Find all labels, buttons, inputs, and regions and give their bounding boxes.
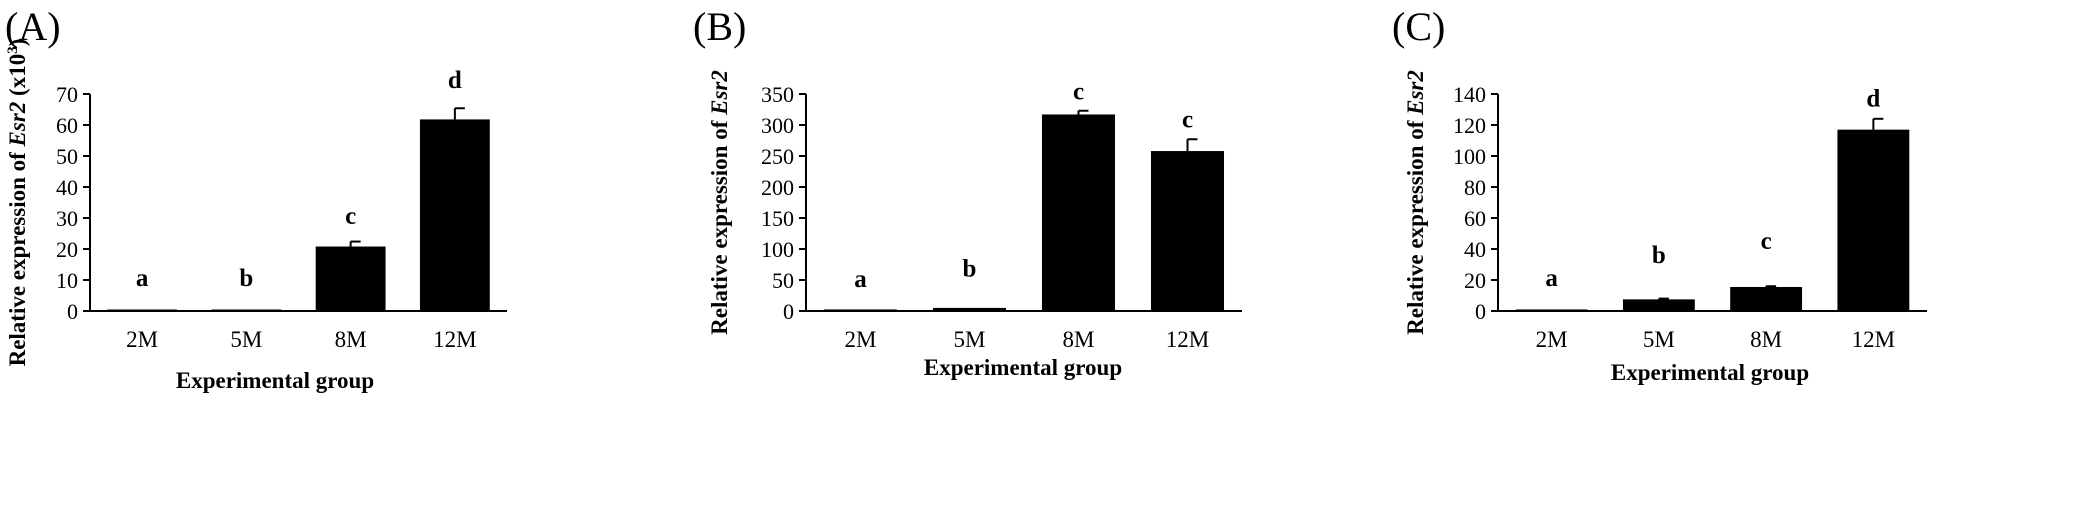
x-axis-title: Experimental group: [1611, 360, 1809, 385]
y-tick-label: 250: [761, 144, 794, 169]
y-axis-title: Relative expression of Esr2 (x103): [5, 39, 30, 367]
bar-5m: [211, 309, 282, 311]
y-tick-label: 120: [1453, 113, 1486, 138]
y-tick-label: 20: [56, 237, 78, 262]
y-axis-title-part: Relative expression of: [707, 115, 732, 335]
significance-letter: a: [854, 266, 867, 293]
panel-letter: (B): [693, 4, 746, 49]
bar-12m: [1150, 151, 1225, 311]
x-tick-label: 2M: [126, 327, 158, 352]
significance-letter: a: [136, 265, 149, 292]
y-axis-title-part: 3: [5, 46, 21, 54]
chart-panel-c: (C) 0 20 40 60 80 100 120 140 2M a 5M b 8M c 12M d Experi…: [1392, 4, 1927, 385]
y-tick-label: 40: [56, 175, 78, 200]
panel-letter: (A): [5, 4, 61, 49]
significance-letter: a: [1545, 265, 1558, 292]
y-tick-label: 300: [761, 113, 794, 138]
significance-letter: d: [1866, 85, 1880, 112]
bar-5m: [932, 307, 1007, 311]
bar-5m: [1622, 299, 1695, 311]
significance-letter: c: [1182, 106, 1193, 133]
bar-8m: [315, 246, 386, 311]
y-axis-title-part: Relative expression of: [5, 146, 30, 366]
y-tick-label: 100: [1453, 144, 1486, 169]
y-tick-label: 80: [1464, 175, 1486, 200]
x-tick-label: 2M: [1536, 327, 1568, 352]
significance-letter: b: [239, 265, 253, 292]
y-axis-title-part: (x10: [5, 54, 30, 102]
bar-8m: [1730, 286, 1803, 311]
chart-panel-b: (B) 0 50 100 150 200 250 300 350 2M a 5M b 8M c 12M c Exp…: [693, 4, 1242, 380]
y-tick-label: 50: [56, 144, 78, 169]
y-tick-label: 20: [1464, 268, 1486, 293]
y-tick-label: 140: [1453, 82, 1486, 107]
y-axis-title: Relative expression of Esr2: [707, 70, 732, 335]
significance-letter: d: [448, 67, 462, 94]
x-axis-title: Experimental group: [924, 355, 1122, 380]
significance-letter: b: [1652, 242, 1666, 269]
y-tick-label: 30: [56, 206, 78, 231]
bar-8m: [1041, 114, 1116, 312]
x-tick-label: 12M: [433, 327, 476, 352]
x-tick-label: 5M: [1643, 327, 1675, 352]
bar-12m: [1837, 129, 1910, 311]
significance-letter: c: [1761, 228, 1772, 255]
y-tick-label: 150: [761, 206, 794, 231]
y-tick-label: 100: [761, 237, 794, 262]
y-tick-label: 350: [761, 82, 794, 107]
y-tick-label: 60: [1464, 206, 1486, 231]
y-axis-title-part: Esr2: [1403, 70, 1428, 116]
y-tick-label: 70: [56, 82, 78, 107]
x-tick-label: 2M: [845, 327, 877, 352]
chart-panel-a: (A) 0 10 20 30 40 50 60 70 2M a 5M b 8M c 12M d Experimen…: [5, 4, 507, 393]
y-axis-title-part: Esr2: [5, 102, 30, 148]
bar-2m: [1515, 309, 1588, 311]
bar-2m: [823, 309, 898, 311]
significance-letter: c: [345, 203, 356, 230]
x-axis-title: Experimental group: [176, 368, 374, 393]
y-tick-label: 0: [1475, 299, 1486, 324]
panel-letter: (C): [1392, 4, 1445, 49]
y-axis-title-part: Relative expression of: [1403, 115, 1428, 335]
y-axis-title: Relative expression of Esr2: [1403, 70, 1428, 335]
y-axis-title-part: Esr2: [707, 70, 732, 116]
significance-letter: c: [1073, 79, 1084, 106]
y-tick-label: 40: [1464, 237, 1486, 262]
significance-letter: b: [963, 255, 977, 282]
x-tick-label: 12M: [1166, 327, 1209, 352]
x-tick-label: 5M: [954, 327, 986, 352]
y-tick-label: 10: [56, 268, 78, 293]
y-tick-label: 0: [67, 299, 78, 324]
x-tick-label: 8M: [1750, 327, 1782, 352]
y-tick-label: 50: [772, 268, 794, 293]
y-axis-title-part: ): [5, 39, 30, 47]
y-tick-label: 0: [783, 299, 794, 324]
bar-2m: [107, 309, 178, 311]
x-tick-label: 8M: [1063, 327, 1095, 352]
y-tick-label: 60: [56, 113, 78, 138]
x-tick-label: 5M: [230, 327, 262, 352]
bar-12m: [419, 119, 490, 311]
x-tick-label: 12M: [1852, 327, 1895, 352]
x-tick-label: 8M: [335, 327, 367, 352]
y-tick-label: 200: [761, 175, 794, 200]
